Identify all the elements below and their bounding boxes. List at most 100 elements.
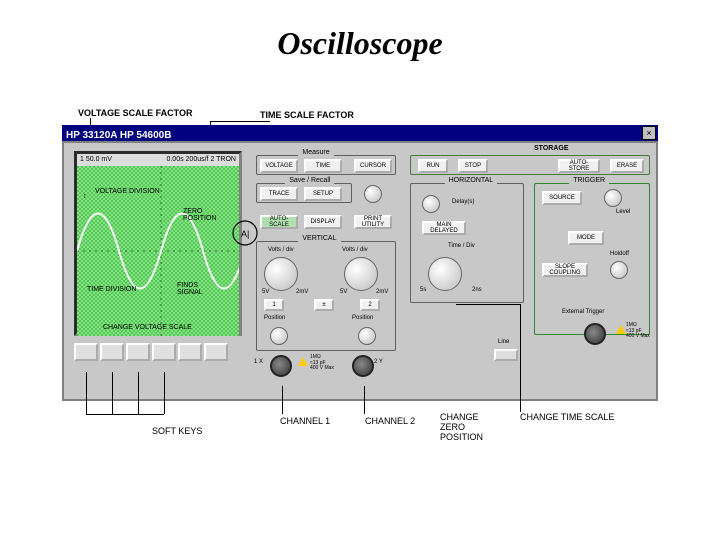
cursor-button[interactable]: CURSOR — [354, 159, 392, 173]
crt-screen: ↕ VOLTAGE DIVISION ZERO POSITION TIME DI… — [77, 166, 239, 336]
status-timebase: 0.00s 200us/f 2 TRON — [166, 154, 236, 166]
ch2-bnc[interactable] — [352, 355, 374, 377]
delay-label: Delay(s) — [452, 199, 474, 205]
softkey[interactable] — [74, 343, 98, 361]
annot-line — [282, 386, 283, 414]
horizontal-title: HORIZONTAL — [445, 177, 498, 184]
ch1-bnc[interactable] — [270, 355, 292, 377]
warning-icon — [298, 357, 308, 366]
external-trigger-bnc[interactable] — [584, 323, 606, 345]
save-recall-title: Save / Recall — [285, 177, 334, 184]
stop-button[interactable]: STOP — [458, 159, 488, 173]
display-button[interactable]: DISPLAY — [304, 215, 342, 229]
annot-line — [210, 121, 270, 122]
delay-knob[interactable] — [422, 195, 440, 213]
time-scale-factor-label: TIME SCALE FACTOR — [260, 110, 354, 120]
line-label: Line — [498, 339, 509, 345]
softkey[interactable] — [152, 343, 176, 361]
time-scale-max: 2ns — [472, 287, 482, 293]
softkey[interactable] — [204, 343, 228, 361]
erase-button[interactable]: ERASE — [610, 159, 644, 173]
pm-button[interactable]: ± — [314, 299, 334, 311]
annot-line — [86, 372, 87, 414]
annot-line — [138, 372, 139, 414]
front-panel: 1 50.0 mV 0.00s 200us/f 2 TRON ↕ VOLTAGE… — [62, 141, 658, 401]
softkeys-row — [74, 343, 228, 361]
main-delayed-button[interactable]: MAIN DELAYED — [422, 221, 466, 235]
channel2-annot: CHANNEL 2 — [365, 416, 415, 426]
ext-spec: 1MΩ ≈13 pF 400 V Max — [626, 323, 650, 340]
softkey[interactable] — [178, 343, 202, 361]
annot-line — [456, 304, 520, 305]
oscilloscope-panel: VOLTAGE SCALE FACTOR TIME SCALE FACTOR H… — [60, 100, 660, 470]
ch2-position-label: Position — [352, 315, 373, 321]
volts-div-label-1: Volts / div — [268, 247, 294, 253]
voltage-division-label: VOLTAGE DIVISION — [95, 188, 160, 195]
channel1-annot: CHANNEL 1 — [280, 416, 330, 426]
volts-div-label-2: Volts / div — [342, 247, 368, 253]
time-button[interactable]: TIME — [304, 159, 342, 173]
page-title: Oscilloscope — [0, 0, 720, 62]
status-ch1-scale: 1 50.0 mV — [77, 156, 112, 163]
ch2-scale-min: 5V — [340, 289, 347, 295]
setup-button[interactable]: SETUP — [304, 187, 342, 201]
vertical-title: VERTICAL — [298, 235, 340, 242]
ch1-input-label: 1 X — [254, 359, 263, 365]
level-label: Level — [616, 209, 630, 215]
zero-position-label: ZERO POSITION — [183, 208, 237, 222]
screen-bezel: 1 50.0 mV 0.00s 200us/f 2 TRON ↕ VOLTAGE… — [74, 151, 242, 336]
time-scale-min: 5s — [420, 287, 426, 293]
voltage-scale-factor-label: VOLTAGE SCALE FACTOR — [78, 108, 193, 118]
time-div-label: Time / Div — [448, 243, 475, 249]
finds-signal-label: FINDS SIGNAL — [177, 282, 219, 296]
svg-text:A|: A| — [241, 229, 249, 239]
ch1-scale-min: 5V — [262, 289, 269, 295]
holdoff-knob[interactable] — [610, 261, 628, 279]
soft-keys-annot: SOFT KEYS — [152, 426, 202, 436]
svg-text:↕: ↕ — [83, 193, 87, 200]
storage-title: STORAGE — [534, 145, 569, 152]
print-utility-button[interactable]: PRINT UTILITY — [354, 215, 392, 229]
ch2-button[interactable]: 2 — [360, 299, 380, 311]
time-div-knob[interactable] — [428, 257, 462, 291]
ch1-scale-max: 2mV — [296, 289, 308, 295]
trigger-title: TRIGGER — [569, 177, 609, 184]
ch1-button[interactable]: 1 — [264, 299, 284, 311]
auto-scale-button[interactable]: AUTO-SCALE — [260, 215, 298, 229]
ch2-position-knob[interactable] — [358, 327, 376, 345]
save-knob[interactable] — [364, 185, 382, 203]
voltage-button[interactable]: VOLTAGE — [260, 159, 298, 173]
change-voltage-scale-label: CHANGE VOLTAGE SCALE — [103, 324, 192, 331]
time-division-label: TIME DIVISION — [87, 286, 136, 293]
measure-title: Measure — [298, 149, 333, 156]
run-button[interactable]: RUN — [418, 159, 448, 173]
line-switch[interactable] — [494, 349, 518, 361]
softkey[interactable] — [126, 343, 150, 361]
warning-icon — [616, 325, 626, 334]
change-zero-annot: CHANGE ZERO POSITION — [440, 412, 500, 442]
ch2-volts-knob[interactable] — [344, 257, 378, 291]
change-time-annot: CHANGE TIME SCALE — [520, 412, 630, 422]
mode-button[interactable]: MODE — [568, 231, 604, 245]
annot-line — [164, 372, 165, 414]
ch2-scale-max: 2mV — [376, 289, 388, 295]
level-knob[interactable] — [604, 189, 622, 207]
trace-button[interactable]: TRACE — [260, 187, 298, 201]
annot-line — [364, 386, 365, 414]
autostore-button[interactable]: AUTO-STORE — [558, 159, 600, 173]
ch1-position-label: Position — [264, 315, 285, 321]
ch2-input-label: 2 Y — [374, 359, 383, 365]
external-trigger-label: External Trigger — [562, 309, 604, 315]
window-titlebar: HP 33120A HP 54600B × — [62, 125, 658, 141]
source-button[interactable]: SOURCE — [542, 191, 582, 205]
screen-status-bar: 1 50.0 mV 0.00s 200us/f 2 TRON — [77, 154, 239, 166]
softkey[interactable] — [100, 343, 124, 361]
ch1-volts-knob[interactable] — [264, 257, 298, 291]
ch1-position-knob[interactable] — [270, 327, 288, 345]
annot-line — [520, 304, 521, 412]
close-button[interactable]: × — [642, 126, 656, 140]
holdoff-label: Holdoff — [610, 251, 629, 257]
titlebar-text: HP 33120A HP 54600B — [62, 130, 171, 141]
slope-coupling-button[interactable]: SLOPE COUPLING — [542, 263, 588, 277]
annot-line — [112, 372, 113, 414]
